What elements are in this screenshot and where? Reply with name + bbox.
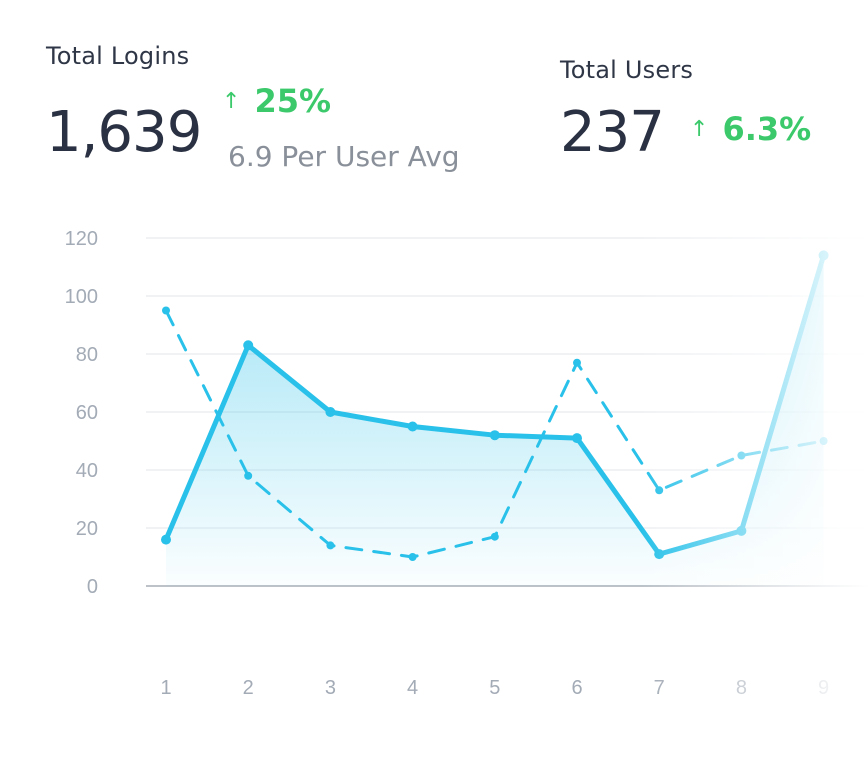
y-tick-label: 60 <box>76 402 98 424</box>
x-tick-label: 1 <box>160 677 171 699</box>
dashed-series-point <box>244 471 253 480</box>
dashed-series-point <box>573 358 581 367</box>
solid-series-point <box>407 421 418 432</box>
y-tick-label: 40 <box>76 460 98 482</box>
total-logins-delta-value: 25% <box>254 82 332 120</box>
dashed-series-point <box>490 532 499 541</box>
dashed-series-point <box>162 306 170 315</box>
per-user-average: 6.9 Per User Avg <box>228 140 460 173</box>
total-users-value: 237 <box>560 100 665 165</box>
chart-fade-overlay <box>640 200 868 720</box>
solid-series-point <box>572 433 582 444</box>
x-tick-label: 3 <box>325 677 336 699</box>
arrow-up-icon: ↑ <box>690 117 709 142</box>
x-tick-label: 2 <box>243 677 254 699</box>
solid-series-point <box>325 407 336 417</box>
chart-area-layer <box>166 255 824 586</box>
y-tick-label: 0 <box>87 576 98 598</box>
dashed-series-point <box>408 553 417 561</box>
dashed-series-point <box>326 541 335 550</box>
total-users-title: Total Users <box>560 56 694 84</box>
series-area-fill <box>166 255 824 586</box>
y-tick-label: 100 <box>65 286 98 308</box>
x-tick-label: 5 <box>489 677 500 699</box>
y-tick-label: 20 <box>76 518 98 540</box>
chart-ticks: 020406080100120123456789 <box>65 228 830 699</box>
total-users-delta-value: 6.3% <box>722 110 812 148</box>
total-logins-value: 1,639 <box>46 100 202 165</box>
solid-series-point <box>161 534 171 545</box>
x-tick-label: 4 <box>407 677 418 699</box>
total-users-delta: ↑ 6.3% <box>690 110 811 148</box>
solid-series-point <box>489 430 500 441</box>
y-tick-label: 120 <box>65 228 98 250</box>
solid-series-point <box>243 340 254 351</box>
total-logins-delta: ↑ 25% <box>222 82 331 120</box>
x-tick-label: 6 <box>571 677 582 699</box>
arrow-up-icon: ↑ <box>222 89 241 114</box>
total-logins-title: Total Logins <box>46 42 190 70</box>
y-tick-label: 80 <box>76 344 98 366</box>
